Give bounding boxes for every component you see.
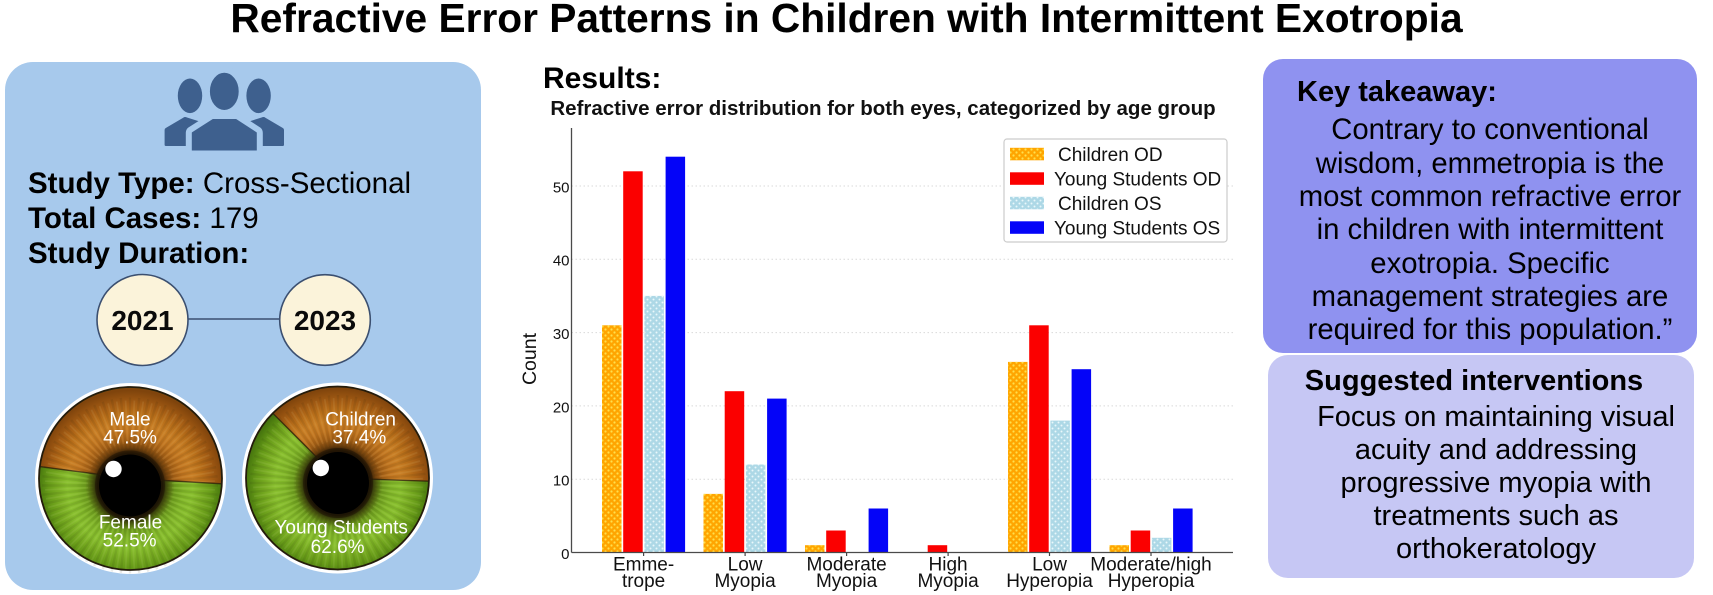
svg-text:High: High: [929, 555, 968, 576]
svg-text:50: 50: [553, 179, 570, 196]
svg-text:Refractive error distribution: Refractive error distribution for both e…: [550, 97, 1215, 120]
svg-text:37.4%: 37.4%: [332, 427, 386, 448]
svg-text:Young Students OD: Young Students OD: [1054, 170, 1221, 191]
svg-text:62.6%: 62.6%: [311, 537, 365, 558]
svg-text:Results:: Results:: [543, 62, 661, 95]
svg-text:20: 20: [553, 399, 570, 416]
svg-text:Hyperopia: Hyperopia: [1108, 571, 1195, 592]
svg-text:Children OS: Children OS: [1058, 194, 1162, 215]
svg-text:Young Students OS: Young Students OS: [1054, 219, 1220, 240]
svg-text:40: 40: [553, 253, 570, 270]
svg-text:Moderate/high: Moderate/high: [1090, 555, 1211, 576]
svg-text:47.5%: 47.5%: [103, 427, 157, 448]
svg-text:Young Students: Young Students: [274, 518, 407, 539]
svg-text:trope: trope: [622, 571, 665, 592]
svg-text:Moderate: Moderate: [806, 555, 886, 576]
svg-text:Myopia: Myopia: [816, 571, 878, 592]
svg-text:Male: Male: [109, 410, 150, 431]
svg-text:2023: 2023: [294, 305, 356, 336]
svg-text:Emme-: Emme-: [613, 555, 674, 576]
svg-text:Children: Children: [325, 410, 396, 431]
svg-text:Children OD: Children OD: [1058, 145, 1163, 166]
svg-text:2021: 2021: [111, 305, 173, 336]
svg-text:0: 0: [561, 546, 569, 563]
svg-text:Low: Low: [1032, 555, 1067, 576]
svg-text:Low: Low: [728, 555, 763, 576]
svg-text:52.5%: 52.5%: [103, 530, 157, 551]
svg-text:Count: Count: [519, 332, 541, 385]
svg-text:30: 30: [553, 326, 570, 343]
svg-text:Hyperopia: Hyperopia: [1006, 571, 1093, 592]
svg-text:10: 10: [553, 473, 570, 490]
svg-text:Female: Female: [99, 513, 162, 534]
svg-text:Myopia: Myopia: [917, 571, 979, 592]
svg-text:Myopia: Myopia: [714, 571, 776, 592]
